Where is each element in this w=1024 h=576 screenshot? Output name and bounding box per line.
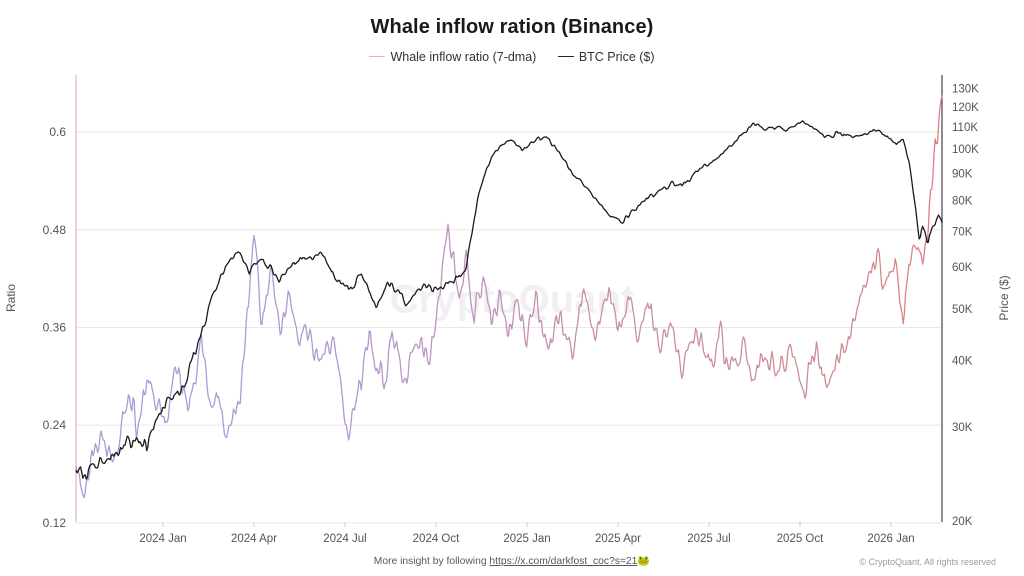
svg-text:80K: 80K <box>952 196 973 208</box>
svg-text:0.12: 0.12 <box>43 516 67 530</box>
svg-text:20K: 20K <box>952 516 973 528</box>
svg-text:50K: 50K <box>952 304 973 316</box>
svg-text:2024 Jan: 2024 Jan <box>139 533 186 545</box>
svg-text:2026 Jan: 2026 Jan <box>867 533 914 545</box>
svg-text:0.6: 0.6 <box>49 125 66 139</box>
svg-text:60K: 60K <box>952 262 973 274</box>
svg-text:70K: 70K <box>952 226 973 238</box>
svg-text:2024 Oct: 2024 Oct <box>413 533 460 545</box>
svg-text:120K: 120K <box>952 102 979 114</box>
svg-text:40K: 40K <box>952 356 973 368</box>
svg-text:2024 Jul: 2024 Jul <box>323 533 366 545</box>
svg-text:2024 Apr: 2024 Apr <box>231 533 277 545</box>
svg-text:2025 Apr: 2025 Apr <box>595 533 641 545</box>
svg-text:30K: 30K <box>952 422 973 434</box>
svg-text:0.24: 0.24 <box>43 418 67 432</box>
svg-text:Ratio: Ratio <box>4 284 18 312</box>
svg-text:130K: 130K <box>952 84 979 96</box>
svg-text:110K: 110K <box>952 122 978 134</box>
svg-text:0.36: 0.36 <box>43 320 67 334</box>
svg-text:100K: 100K <box>952 144 979 156</box>
svg-text:2025 Jan: 2025 Jan <box>503 533 550 545</box>
svg-text:Price ($): Price ($) <box>997 275 1011 320</box>
svg-text:0.48: 0.48 <box>43 223 67 237</box>
svg-text:90K: 90K <box>952 168 973 180</box>
svg-text:2025 Oct: 2025 Oct <box>777 533 824 545</box>
svg-text:2025 Jul: 2025 Jul <box>687 533 730 545</box>
